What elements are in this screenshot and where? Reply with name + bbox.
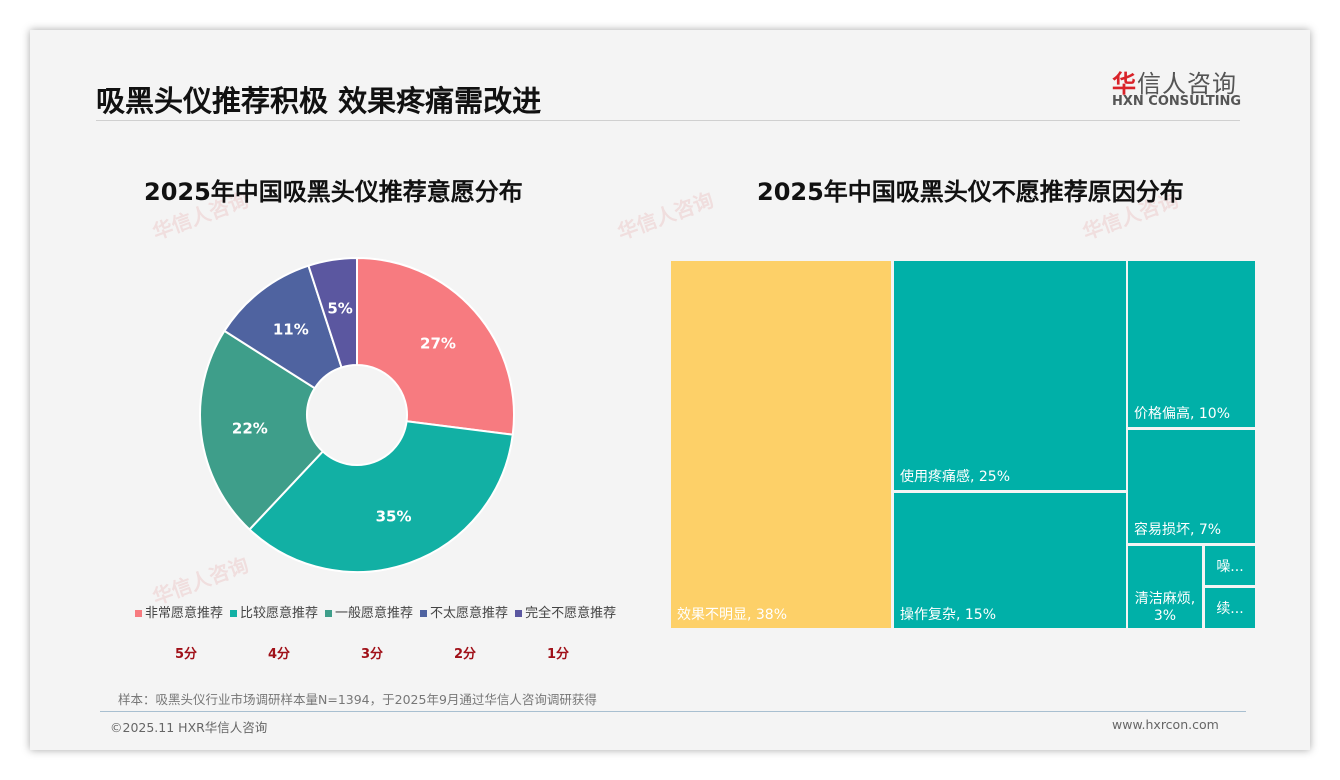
legend-item: 比较愿意推荐 <box>230 602 318 621</box>
copyright: ©2025.11 HXR华信人咨询 <box>110 720 268 735</box>
footer-divider <box>100 711 1246 712</box>
logo: 华信人咨询 <box>1112 70 1237 98</box>
page-title: 吸黑头仪推荐积极 效果疼痛需改进 <box>96 84 542 118</box>
treemap-cell: 操作复杂, 15% <box>894 493 1126 628</box>
treemap-label: 价格偏高, 10% <box>1134 406 1231 422</box>
legend-item: 非常愿意推荐 <box>135 602 223 621</box>
treemap-label: 噪... <box>1216 558 1244 575</box>
treemap-cell: 价格偏高, 10% <box>1128 261 1255 427</box>
logo-en: HXN CONSULTING <box>1112 94 1242 109</box>
treemap-label: 使用疼痛感, 25% <box>900 469 1011 485</box>
donut-slice <box>223 264 343 390</box>
treemap-cell: 使用疼痛感, 25% <box>894 261 1126 490</box>
sample-note: 样本：吸黑头仪行业市场调研样本量N=1394，于2025年9月通过华信人咨询调研… <box>118 692 597 707</box>
donut-chart: 27% 35% 22% 11% 5% <box>199 256 515 573</box>
slice-label: 5% <box>327 299 352 317</box>
treemap-cell: 容易损坏, 7% <box>1128 430 1255 543</box>
treemap-label: 效果不明显, 38% <box>677 607 788 623</box>
website: www.hxrcon.com <box>1112 717 1219 732</box>
score-label: 1分 <box>547 647 570 662</box>
legend-item: 不太愿意推荐 <box>420 602 508 621</box>
treemap-label: 清洁麻烦, 3% <box>1134 591 1196 624</box>
donut-slice <box>199 329 325 531</box>
score-label: 2分 <box>454 647 477 662</box>
donut-slice <box>356 256 515 436</box>
legend: 非常愿意推荐 比较愿意推荐 一般愿意推荐 不太愿意推荐 完全不愿意推荐 <box>135 602 616 621</box>
divider <box>96 120 1240 121</box>
slice-label: 35% <box>376 508 412 526</box>
donut-slice <box>307 256 358 369</box>
watermark: 华信人咨询 <box>614 187 717 245</box>
pie-title: 2025年中国吸黑头仪推荐意愿分布 <box>144 178 523 206</box>
treemap-title: 2025年中国吸黑头仪不愿推荐原因分布 <box>757 178 1184 206</box>
score-label: 3分 <box>361 647 384 662</box>
slide: 吸黑头仪推荐积极 效果疼痛需改进 华信人咨询 HXN CONSULTING 华信… <box>30 30 1310 750</box>
treemap-label: 操作复杂, 15% <box>900 607 997 623</box>
treemap-label: 容易损坏, 7% <box>1134 522 1222 538</box>
treemap-cell: 效果不明显, 38% <box>671 261 891 628</box>
legend-item: 完全不愿意推荐 <box>515 602 616 621</box>
slice-label: 11% <box>273 321 309 339</box>
slice-label: 22% <box>232 420 268 438</box>
score-label: 5分 <box>175 647 198 662</box>
treemap-cell: 清洁麻烦, 3% <box>1128 546 1202 628</box>
legend-item: 一般愿意推荐 <box>325 602 413 621</box>
treemap-cell: 噪... <box>1205 546 1255 585</box>
donut-slice <box>248 420 514 573</box>
slice-label: 27% <box>420 335 456 353</box>
treemap-cell: 续... <box>1205 588 1255 628</box>
treemap-label: 续... <box>1216 601 1244 617</box>
score-label: 4分 <box>268 647 291 662</box>
